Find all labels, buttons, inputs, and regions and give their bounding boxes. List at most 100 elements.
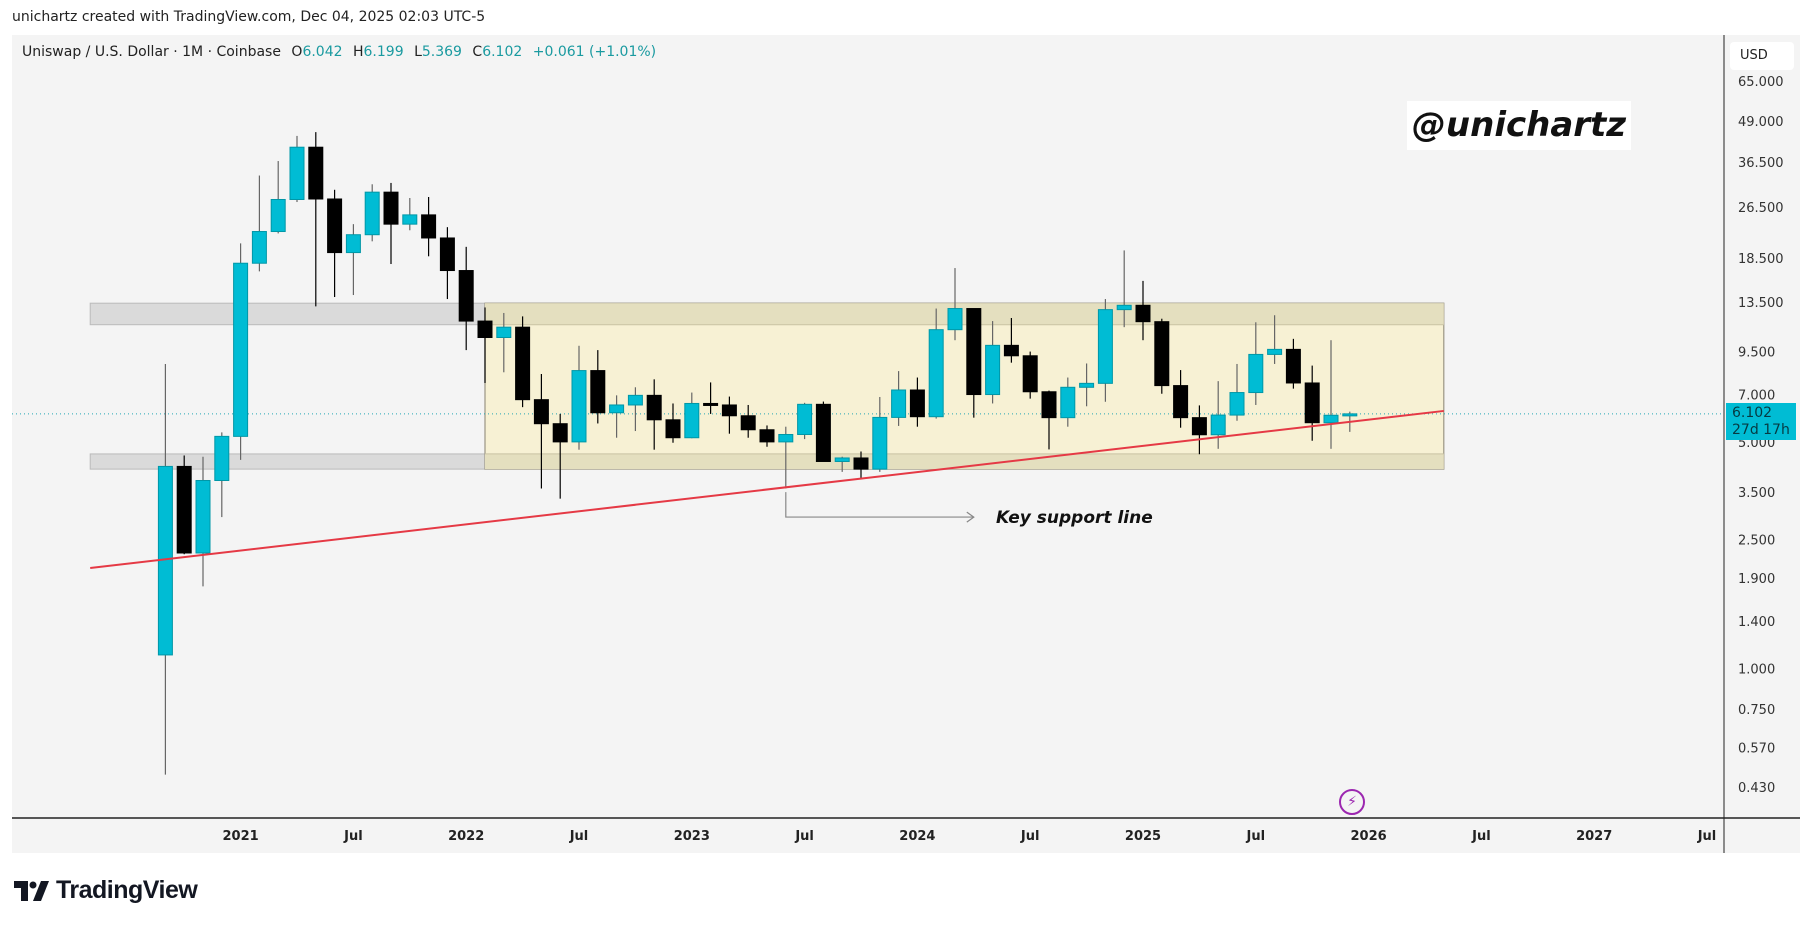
candle-body [1135,304,1151,323]
candle-body [627,394,643,406]
candle-body [1116,304,1132,311]
tradingview-logo-icon [14,880,49,901]
price-axis[interactable]: 65.000 49.000 36.500 26.500 18.500 13.500 9.50… [1738,75,1784,796]
price-tick-label: 2.500 [1738,533,1775,548]
candle [966,308,982,418]
low-value: 5.369 [421,44,462,60]
time-axis[interactable]: 2021 Jul 2022 Jul 2023 Jul 2024 Jul 2025 Jul 2026 J… [223,829,1717,844]
candle [1022,351,1038,399]
candle [383,182,399,265]
candle-body [1097,309,1113,384]
gray-zone [89,453,486,470]
time-tick-label: 2024 [899,829,935,844]
candle [1116,250,1132,328]
candle-body [270,198,286,233]
candle [627,387,643,432]
logo-text: TradingView [56,876,198,904]
candle [421,197,437,257]
candle-body [364,191,380,236]
candle-body [1267,348,1283,355]
candle-body [740,415,756,431]
support-zone [485,453,1444,470]
candle [1003,318,1019,363]
candle-body [928,329,944,418]
high-label: H [352,44,364,60]
candle-body [947,308,963,331]
candle-body [571,370,587,443]
candle [176,455,192,555]
candle-body [1304,382,1320,424]
candle [1060,377,1076,427]
candle [834,456,850,472]
candle [195,456,211,587]
candle-body [778,433,794,443]
candle [703,382,719,414]
candle [1191,405,1207,455]
support-trendline [90,409,1444,570]
candle [439,227,455,300]
close-label: C [472,44,483,60]
candle [590,350,606,424]
currency-button[interactable]: USD [1730,42,1794,70]
candle-body [458,270,474,322]
candle-body [909,389,925,418]
candle-body [496,326,512,338]
price-tick-label: 9.500 [1738,346,1775,361]
time-tick-label: Jul [1471,829,1491,844]
close-value: 6.102 [482,44,523,60]
candle [402,197,418,231]
price-tick-label: 1.000 [1738,662,1775,677]
candle-body [985,344,1001,396]
price-tick-label: 13.500 [1738,296,1784,311]
annotation-text: Key support line [996,508,1153,528]
candle-body [891,389,907,418]
tradingview-logo[interactable]: TradingView [14,876,198,905]
candle [1267,315,1283,364]
price-tick-label: 26.500 [1738,201,1784,216]
candle [157,363,173,775]
last-price-value: 6.102 [1732,405,1773,421]
open-value: 6.042 [302,44,343,60]
lightning-icon[interactable]: ⚡ [1339,789,1365,815]
candle [496,312,512,373]
candle-body [1210,414,1226,436]
last-price-label: 6.102 27d 17h [1726,403,1796,440]
candle [815,401,831,462]
candle-body [402,214,418,225]
candle-body [966,308,982,396]
candle-body [515,326,531,401]
price-tick-label: 1.400 [1738,615,1775,630]
candle [1154,318,1170,394]
candle [891,371,907,426]
candle-body [1154,321,1170,387]
attribution-text: unichartz created with TradingView.com, … [12,9,486,25]
candle-body [1342,413,1358,417]
candle [233,243,249,460]
candle [458,246,474,351]
candle [571,345,587,450]
candle [1304,365,1320,441]
candle-body [1041,391,1057,419]
candle-body [1191,417,1207,436]
candle-body [195,480,211,554]
candle [759,425,775,447]
candle-body [703,402,719,406]
watermark-text: @unichartz [1407,101,1631,150]
candle-body [815,403,831,462]
candle-body [1022,355,1038,393]
drawings-layer [12,302,1724,470]
candle [909,377,925,427]
time-tick-label: Jul [1020,829,1040,844]
range-box [484,302,1445,470]
change-value: +0.061 (+1.01%) [532,44,657,60]
price-tick-label: 0.570 [1738,741,1775,756]
time-tick-label: Jul [1697,829,1717,844]
candle [1173,370,1189,428]
candle-body [289,146,305,200]
candle [665,403,681,443]
symbol-name[interactable]: Uniswap / U.S. Dollar · 1M · Coinbase [22,44,281,60]
time-tick-label: Jul [794,829,814,844]
candle [1285,338,1301,389]
candle-body [759,429,775,443]
